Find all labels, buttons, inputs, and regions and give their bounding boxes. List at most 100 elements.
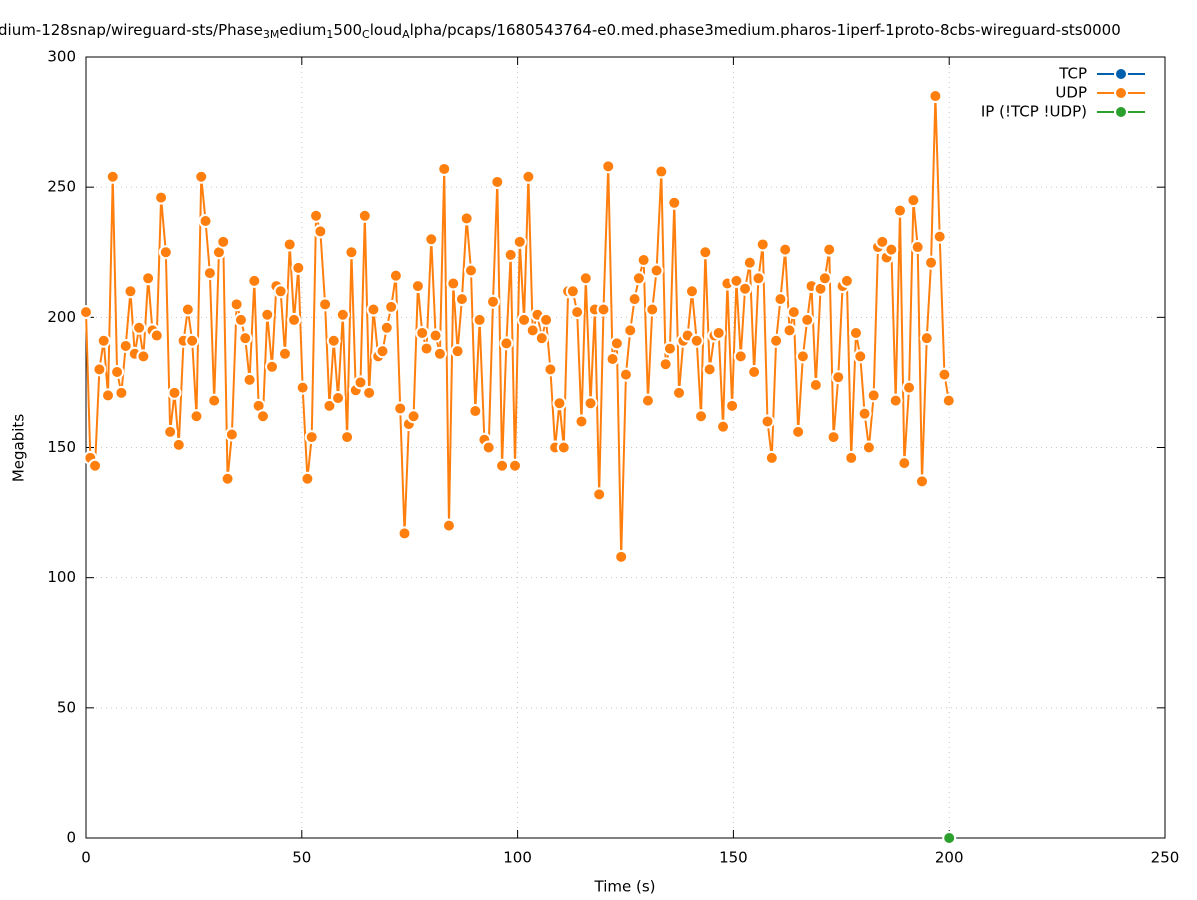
- data-point: [844, 450, 859, 465]
- data-point: [915, 474, 930, 489]
- data-point: [627, 292, 642, 307]
- data-point: [428, 328, 443, 343]
- data-point: [384, 299, 399, 314]
- data-point: [114, 385, 129, 400]
- data-point: [503, 247, 518, 262]
- data-point: [817, 271, 832, 286]
- data-point: [366, 302, 381, 317]
- data-point: [353, 375, 368, 390]
- data-point: [565, 284, 580, 299]
- y-tick-label: 150: [47, 438, 76, 456]
- data-point: [733, 349, 748, 364]
- data-point: [875, 234, 890, 249]
- data-point: [224, 427, 239, 442]
- data-point: [180, 302, 195, 317]
- data-point: [141, 271, 156, 286]
- data-point: [782, 323, 797, 338]
- data-point: [379, 320, 394, 335]
- data-point: [410, 279, 425, 294]
- data-point: [866, 388, 881, 403]
- data-point: [543, 362, 558, 377]
- data-point: [273, 284, 288, 299]
- data-point: [300, 471, 315, 486]
- data-point: [822, 242, 837, 257]
- data-point: [778, 242, 793, 257]
- data-point: [194, 169, 209, 184]
- data-point: [928, 89, 943, 104]
- data-point: [397, 526, 412, 541]
- data-point: [941, 393, 956, 408]
- data-point: [583, 396, 598, 411]
- data-point: [605, 351, 620, 366]
- data-point: [525, 323, 540, 338]
- legend-label: TCP: [1058, 65, 1087, 83]
- data-point: [508, 458, 523, 473]
- y-tick-label: 300: [47, 48, 76, 66]
- y-tick-label: 200: [47, 308, 76, 326]
- data-point: [362, 385, 377, 400]
- data-point: [481, 440, 496, 455]
- title-subscript: A: [402, 28, 410, 41]
- data-point: [760, 414, 775, 429]
- data-point: [158, 245, 173, 260]
- data-point: [902, 380, 917, 395]
- data-point: [287, 312, 302, 327]
- data-point: [171, 437, 186, 452]
- data-point: [291, 260, 306, 275]
- data-point: [118, 338, 133, 353]
- title-part: loud: [370, 21, 402, 39]
- data-point: [684, 284, 699, 299]
- data-point: [277, 346, 292, 361]
- data-point: [459, 211, 474, 226]
- data-point: [450, 344, 465, 359]
- data-point: [326, 333, 341, 348]
- data-point: [764, 450, 779, 465]
- data-point: [419, 341, 434, 356]
- data-point: [747, 365, 762, 380]
- data-point: [924, 255, 939, 270]
- data-point: [654, 164, 669, 179]
- data-point: [596, 302, 611, 317]
- data-point: [517, 312, 532, 327]
- data-point: [357, 208, 372, 223]
- data-point: [454, 292, 469, 307]
- data-point: [189, 409, 204, 424]
- data-point: [786, 305, 801, 320]
- data-point: [694, 409, 709, 424]
- data-point: [105, 169, 120, 184]
- data-point: [937, 367, 952, 382]
- y-tick-label: 50: [57, 698, 76, 716]
- data-point: [848, 325, 863, 340]
- data-point: [375, 344, 390, 359]
- data-point: [149, 328, 164, 343]
- data-point: [185, 333, 200, 348]
- data-point: [247, 273, 262, 288]
- data-point: [260, 307, 275, 322]
- legend-marker: [1114, 105, 1128, 119]
- data-point: [631, 271, 646, 286]
- data-point: [711, 325, 726, 340]
- data-point: [755, 237, 770, 252]
- data-point: [233, 312, 248, 327]
- data-point: [202, 266, 217, 281]
- data-point: [932, 229, 947, 244]
- data-point: [220, 471, 235, 486]
- data-point: [79, 305, 93, 320]
- data-point: [304, 430, 319, 445]
- data-point: [578, 271, 593, 286]
- data-point: [592, 487, 607, 502]
- data-point: [897, 456, 912, 471]
- data-point: [839, 273, 854, 288]
- data-point: [614, 549, 629, 564]
- data-point: [658, 357, 673, 372]
- data-point: [742, 255, 757, 270]
- data-point: [446, 276, 461, 291]
- data-point: [344, 245, 359, 260]
- data-point: [800, 312, 815, 327]
- data-point: [831, 370, 846, 385]
- data-point: [942, 831, 957, 845]
- y-tick-label: 100: [47, 568, 76, 586]
- data-point: [552, 396, 567, 411]
- data-point: [861, 440, 876, 455]
